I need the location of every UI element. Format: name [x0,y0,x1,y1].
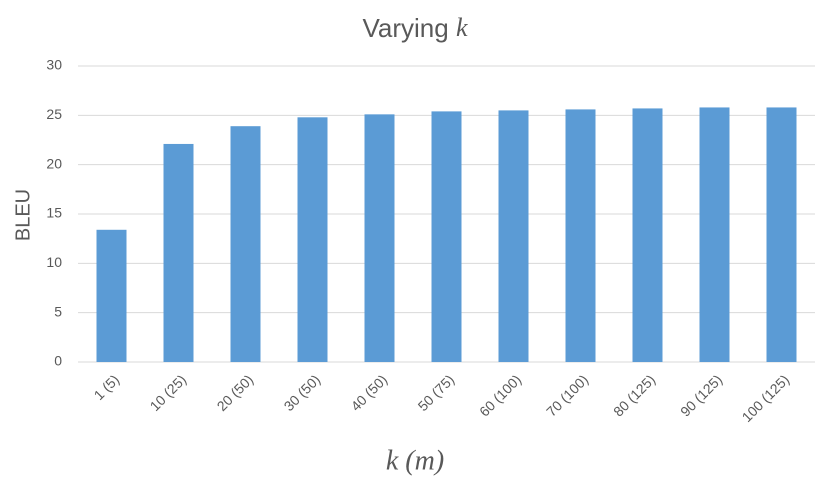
bar [297,117,328,362]
bar [364,114,395,362]
x-tick-label: 40 (50) [348,371,391,414]
chart-title: Varying k [363,13,468,43]
y-axis-label: BLEU [12,189,34,241]
bar [632,108,663,362]
bar [565,109,596,362]
x-tick-label: 70 (100) [543,371,591,419]
bar [431,111,462,363]
y-tick-label: 15 [46,205,62,221]
x-tick-label: 100 (125) [739,371,793,425]
bar [766,107,797,362]
x-tick-label: 10 (25) [147,371,190,414]
bar [498,110,529,363]
x-tick-label: 80 (125) [610,371,658,419]
bar [699,107,730,362]
bar [230,126,261,362]
y-tick-label: 25 [46,106,62,122]
x-axis-label: k (m) [386,445,444,476]
x-tick-label: 30 (50) [281,371,324,414]
y-tick-label: 20 [46,155,62,171]
x-tick-label: 60 (100) [476,371,524,419]
x-tick-label: 1 (5) [91,371,123,403]
bar [96,229,127,362]
y-tick-label: 10 [46,254,62,270]
y-tick-label: 0 [54,353,62,369]
x-tick-label: 50 (75) [415,371,458,414]
bar [163,143,194,362]
x-tick-label: 90 (125) [677,371,725,419]
y-tick-label: 5 [54,303,62,319]
y-tick-label: 30 [46,57,62,73]
x-tick-label: 20 (50) [214,371,257,414]
